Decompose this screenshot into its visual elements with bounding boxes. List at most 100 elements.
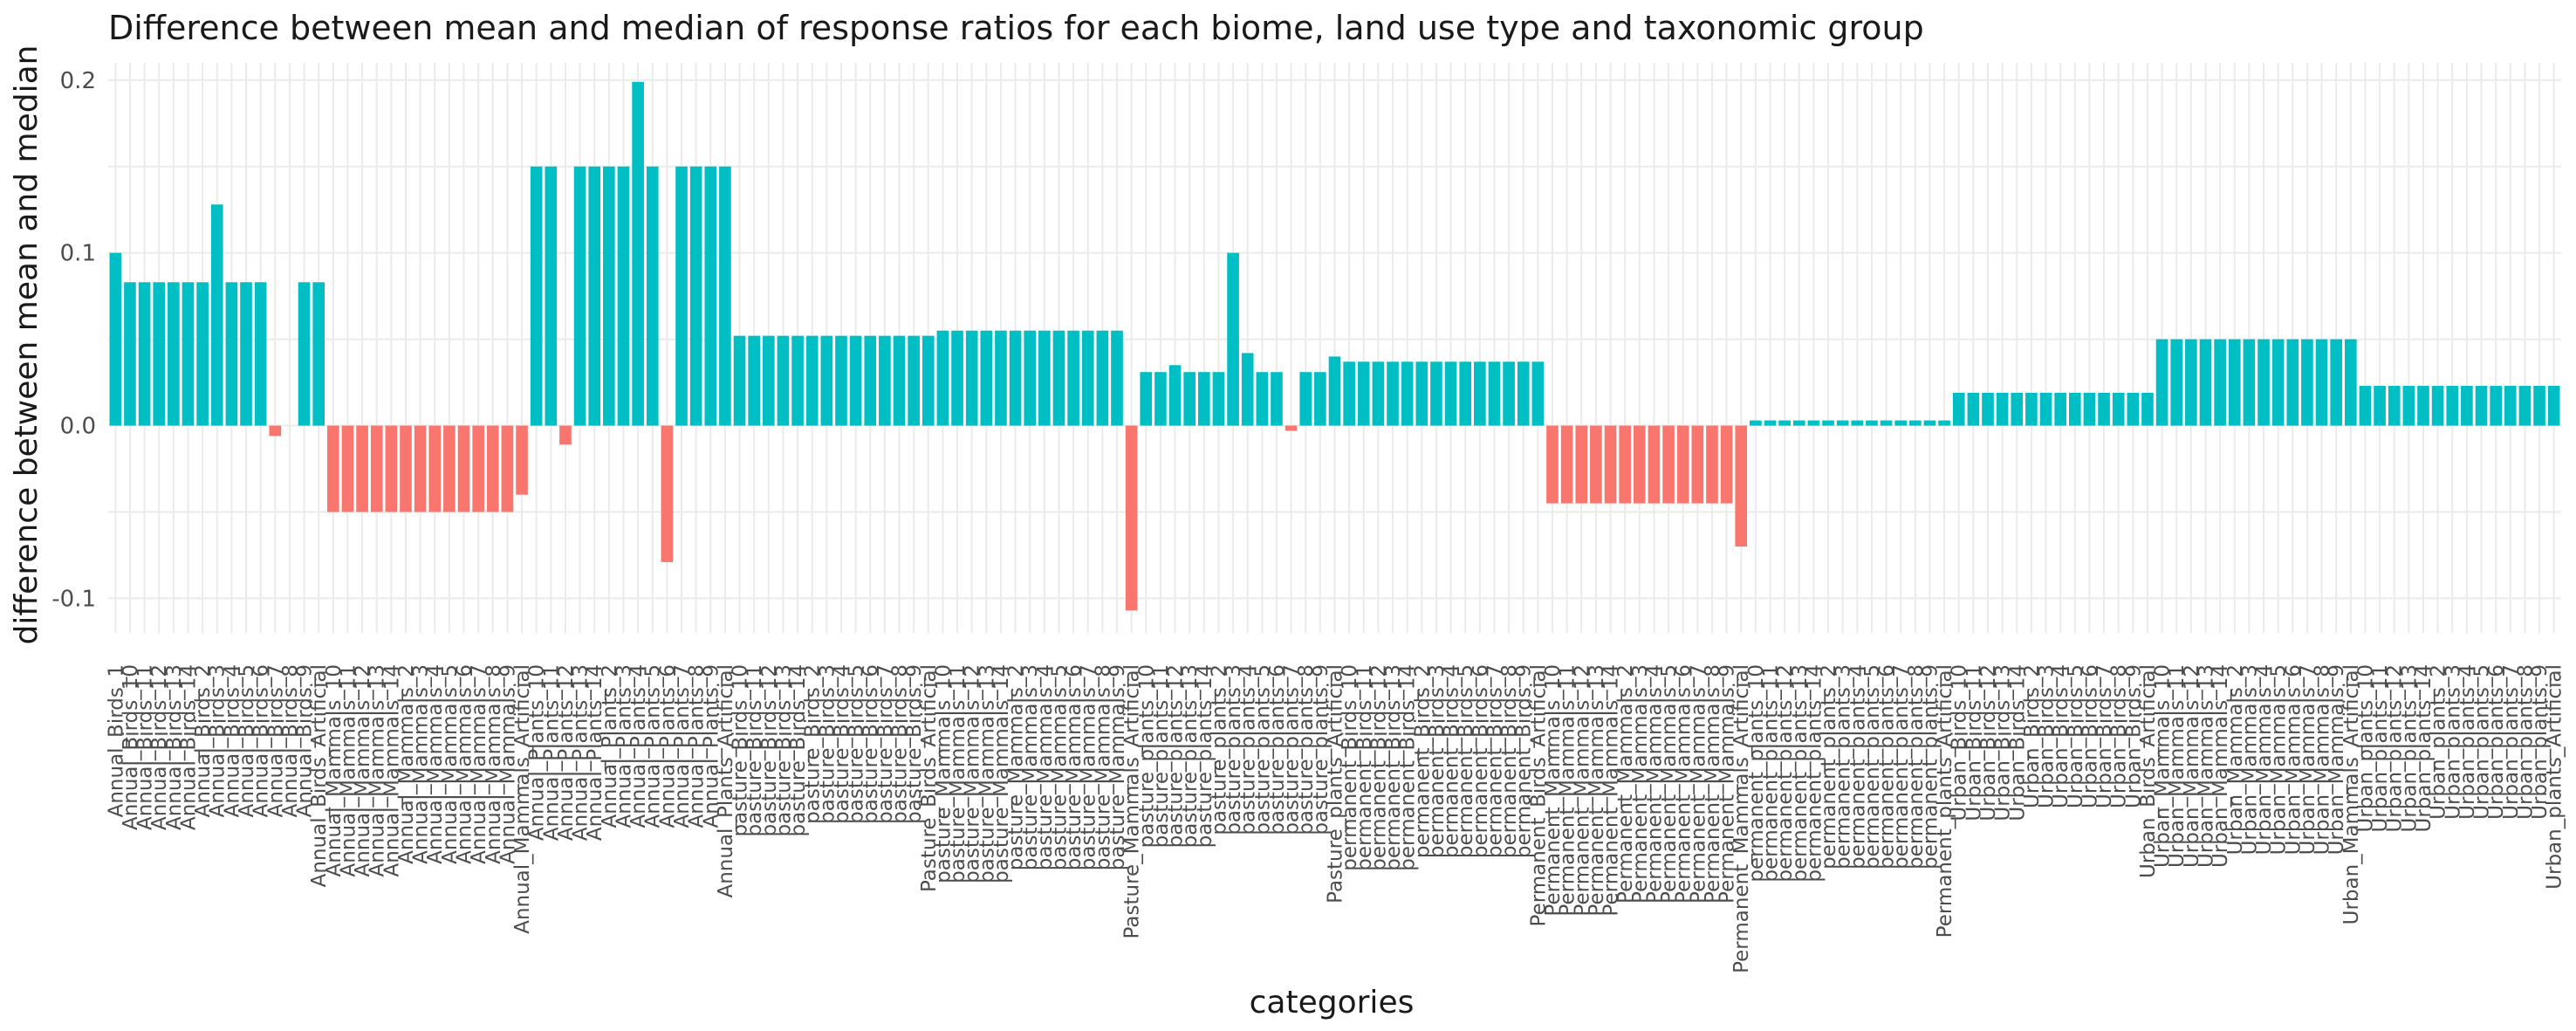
x-tick-label: Urban_Mammals_7: [2297, 664, 2319, 855]
x-tick-label: Annual_Mammals_2: [395, 664, 418, 864]
bar: [1735, 425, 1748, 547]
bar: [921, 335, 935, 426]
x-tick-label: pasture_plants_7: [1281, 664, 1304, 835]
bar: [168, 282, 180, 426]
x-tick-label: pasture_plants_2: [1208, 664, 1230, 835]
x-tick-label: Permanent_Mammals_6: [1673, 664, 1696, 904]
bar: [124, 282, 136, 426]
bar: [1197, 372, 1210, 426]
bar: [2359, 386, 2372, 426]
bar: [1517, 361, 1530, 426]
bar: [1822, 420, 1834, 426]
bar: [1081, 330, 1094, 426]
x-tick-label: Urban_Mammals_6: [2282, 664, 2305, 855]
x-tick-label: pasture_Birds_11: [743, 664, 766, 836]
x-tick-label: Pasture_Birds_Artificial: [918, 664, 941, 892]
x-tick-label: Urban_Birds_3: [2036, 664, 2059, 808]
x-tick-label: Urban_Birds_5: [2065, 664, 2087, 808]
x-tick-label: Annual_Mammals_12: [352, 664, 374, 876]
x-tick-label: pasture_Birds_10: [730, 664, 752, 836]
bar: [632, 81, 644, 426]
x-tick-label: pasture_Mammals_9: [1106, 664, 1129, 870]
bar: [1415, 361, 1428, 426]
x-tick-label: Urban_Birds_4: [2050, 664, 2072, 808]
x-tick-label: Urban_plants_7: [2500, 664, 2523, 820]
x-tick-label: Annual_Plants_4: [627, 664, 650, 828]
x-tick-label: Urban_Birds_10: [1949, 664, 1971, 821]
x-tick-label: Urban_plants_3: [2442, 664, 2464, 820]
x-tick-label: Annual_Plants_8: [686, 664, 709, 828]
x-tick-label: permanent_plants_3: [1833, 664, 1855, 869]
x-tick-label: pasture_plants_8: [1295, 664, 1318, 835]
x-tick-label: Annual_Birds_Artificial: [308, 664, 331, 887]
x-tick-label: pasture_Mammals_14: [990, 664, 1013, 883]
bar: [1183, 372, 1196, 426]
x-tick-label: Urban_Mammals_3: [2238, 664, 2261, 855]
x-tick-label: pasture_plants_12: [1165, 664, 1188, 848]
bar: [1720, 425, 1733, 504]
bar: [1866, 420, 1878, 426]
bar: [400, 425, 412, 512]
bar: [1952, 392, 1965, 426]
bar: [2098, 392, 2110, 426]
bar: [182, 282, 195, 426]
bar: [2374, 386, 2386, 426]
x-tick-label: Annual_Mammals_3: [410, 664, 433, 864]
x-tick-label: pasture_Mammals_4: [1034, 664, 1057, 870]
x-tick-label: Permanent_Mammals_11: [1557, 664, 1579, 917]
bar: [689, 166, 702, 426]
bar: [879, 335, 891, 426]
bar: [777, 335, 790, 426]
bar: [2504, 386, 2517, 426]
x-tick-label: pasture_Birds_13: [772, 664, 795, 836]
bar: [1546, 425, 1559, 504]
bar: [864, 335, 877, 426]
bar: [1271, 372, 1283, 426]
x-tick-label: permanent_plants_13: [1789, 664, 1812, 883]
x-tick-label: Permanent_Mammals_14: [1600, 664, 1623, 917]
bar: [617, 166, 630, 426]
x-tick-label: Pasture_Mammals_Artificial: [1121, 664, 1144, 938]
x-tick-label: pasture_Birds_6: [860, 664, 882, 824]
bar: [2025, 392, 2038, 426]
bar: [2141, 392, 2154, 426]
x-tick-label: Urban_Mammals_14: [2209, 664, 2232, 868]
x-tick-label: Urban_Mammals_13: [2195, 664, 2217, 868]
y-tick-label: 0.0: [60, 414, 96, 440]
x-tick-label: pasture_plants_14: [1194, 664, 1216, 848]
x-tick-label: Urban_plants_2: [2428, 664, 2450, 820]
bar: [2112, 392, 2125, 426]
y-axis-label: difference between mean and median: [9, 45, 45, 645]
bar: [2388, 386, 2401, 426]
bar: [2257, 339, 2270, 426]
bar: [2475, 386, 2488, 426]
bar: [2315, 339, 2328, 426]
bar: [588, 166, 601, 426]
x-tick-label: Permanent_Mammals_12: [1571, 664, 1593, 917]
x-tick-label: pasture_Mammals_6: [1063, 664, 1086, 870]
x-tick-label: Annual_Plants_13: [570, 664, 593, 841]
bar: [1604, 425, 1617, 504]
bar: [1619, 425, 1631, 504]
x-tick-label: Annual_Plants_14: [584, 664, 606, 841]
bar: [835, 335, 847, 426]
x-tick-label: Permanent_Mammals_8: [1702, 664, 1724, 904]
bar: [980, 330, 993, 426]
x-tick-label: pasture_plants_5: [1251, 664, 1274, 835]
bar: [1691, 425, 1704, 504]
bar: [1662, 425, 1675, 504]
chart-title: Difference between mean and median of re…: [108, 9, 1924, 47]
x-tick-label: permanent_Birds_14: [1397, 664, 1420, 871]
x-tick-label: Urban_Birds_11: [1963, 664, 1985, 821]
bar: [1938, 420, 1950, 426]
bar: [559, 425, 572, 445]
bar: [1227, 252, 1239, 426]
x-tick-label: permanent_Birds_11: [1353, 664, 1376, 871]
x-tick-label: Annual_Mammals_10: [323, 664, 346, 876]
x-tick-label: Urban_plants_12: [2384, 664, 2407, 833]
bar: [486, 425, 499, 512]
x-tick-label: Annual_Birds_2: [192, 664, 215, 817]
x-tick-label: permanent_Birds_10: [1339, 664, 1361, 871]
x-tick-label: Urban_plants_5: [2471, 664, 2494, 820]
